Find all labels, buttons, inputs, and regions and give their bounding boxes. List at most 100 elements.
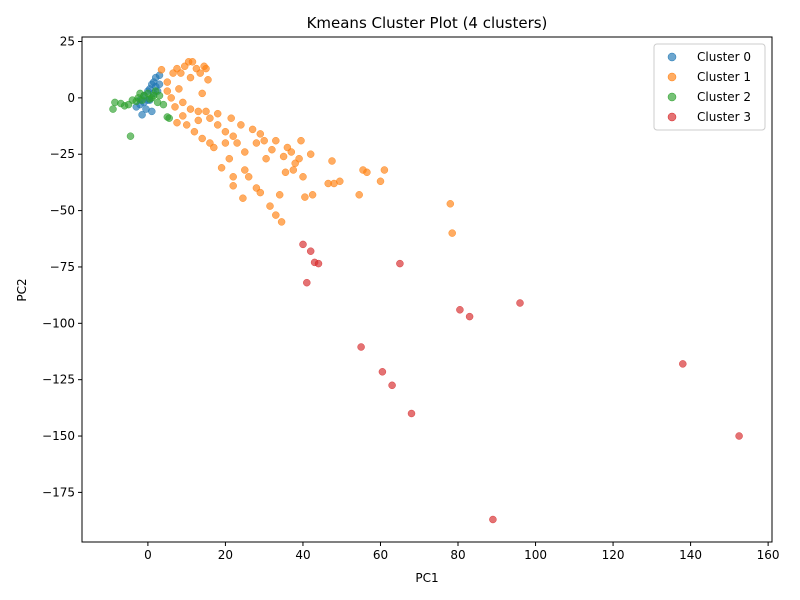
data-point <box>244 173 253 181</box>
data-point <box>179 98 187 107</box>
data-point <box>299 240 307 249</box>
y-tick-label: −150 <box>42 429 75 443</box>
y-tick-label: −100 <box>42 316 75 330</box>
y-tick-label: 25 <box>60 35 75 49</box>
data-point <box>241 148 249 156</box>
data-point <box>190 127 199 136</box>
y-tick-label: −25 <box>50 147 75 161</box>
y-tick-label: −175 <box>42 485 75 499</box>
data-point <box>287 148 296 156</box>
data-point <box>303 278 311 287</box>
x-tick-label: 60 <box>373 548 388 562</box>
data-point <box>225 154 234 163</box>
data-point <box>256 188 265 197</box>
data-point <box>328 157 336 165</box>
data-point <box>163 87 172 95</box>
series-cluster-3 <box>299 240 743 524</box>
data-point <box>229 182 237 190</box>
data-point <box>227 114 235 122</box>
x-tick-label: 160 <box>757 548 780 562</box>
data-point <box>173 118 181 127</box>
x-axis-label: PC1 <box>415 571 438 585</box>
data-point <box>363 168 371 177</box>
legend-item-cluster-1: Cluster 1 <box>667 70 751 84</box>
data-point <box>159 100 168 109</box>
data-point <box>306 247 315 255</box>
data-point <box>376 177 385 186</box>
data-point <box>301 193 309 201</box>
data-point <box>489 515 497 524</box>
legend-marker <box>667 72 677 82</box>
data-point <box>279 152 288 161</box>
data-point <box>202 64 210 73</box>
data-point <box>210 143 218 152</box>
data-point <box>155 91 164 100</box>
x-tick-label: 0 <box>144 548 152 562</box>
x-tick-label: 80 <box>450 548 465 562</box>
data-point <box>260 136 268 145</box>
legend-label: Cluster 0 <box>697 50 751 64</box>
data-point <box>202 107 210 116</box>
y-axis: 25 0 −25 −50 −75 −100 −125 −150 −175 <box>42 35 82 499</box>
plot-frame <box>81 36 773 543</box>
data-point <box>289 166 298 174</box>
data-point <box>221 127 230 136</box>
series-cluster-1 <box>157 58 456 237</box>
data-point <box>248 125 257 134</box>
data-point <box>239 194 247 202</box>
legend-item-cluster-0: Cluster 0 <box>667 50 751 64</box>
data-point <box>138 111 146 119</box>
legend-item-cluster-2: Cluster 2 <box>667 90 751 104</box>
legend-marker <box>667 52 677 62</box>
data-point <box>262 154 270 163</box>
data-point <box>167 94 175 102</box>
series-cluster-2 <box>109 87 173 140</box>
data-point <box>217 164 226 172</box>
data-point <box>155 80 164 89</box>
data-point <box>157 65 166 74</box>
data-point <box>179 112 187 120</box>
data-point <box>281 168 290 177</box>
data-point <box>198 134 206 143</box>
legend: Cluster 0 Cluster 1 Cluster 2 Cluster 3 <box>653 43 766 131</box>
data-point <box>171 103 179 111</box>
data-point <box>213 121 222 129</box>
data-point <box>186 73 195 82</box>
data-point <box>357 343 365 351</box>
data-point <box>396 259 404 268</box>
x-tick-label: 40 <box>295 548 310 562</box>
data-point <box>126 132 135 140</box>
data-point <box>204 76 212 84</box>
data-point <box>163 78 172 86</box>
data-point <box>456 306 464 314</box>
x-tick-label: 140 <box>679 548 702 562</box>
data-point <box>388 381 396 390</box>
data-point <box>272 211 280 219</box>
data-point <box>237 121 245 129</box>
data-point <box>336 177 344 186</box>
data-point <box>221 139 230 147</box>
legend-marker <box>667 92 677 102</box>
data-point <box>241 166 249 174</box>
data-point <box>206 114 214 122</box>
legend-label: Cluster 2 <box>697 90 751 104</box>
data-point <box>299 173 307 181</box>
y-tick-label: −125 <box>42 373 75 387</box>
data-point <box>186 105 195 113</box>
data-point <box>148 107 156 116</box>
y-axis-label: PC2 <box>15 278 29 301</box>
legend-marker <box>667 112 677 122</box>
data-point <box>198 89 206 98</box>
data-point <box>295 154 303 163</box>
data-point <box>266 202 274 210</box>
data-point <box>272 136 280 145</box>
data-point <box>308 191 317 199</box>
data-point <box>175 85 183 93</box>
data-point <box>252 139 261 147</box>
data-point <box>229 173 237 181</box>
points-layer <box>109 58 743 524</box>
data-point <box>297 136 305 145</box>
data-point <box>275 191 284 199</box>
x-tick-label: 120 <box>602 548 625 562</box>
